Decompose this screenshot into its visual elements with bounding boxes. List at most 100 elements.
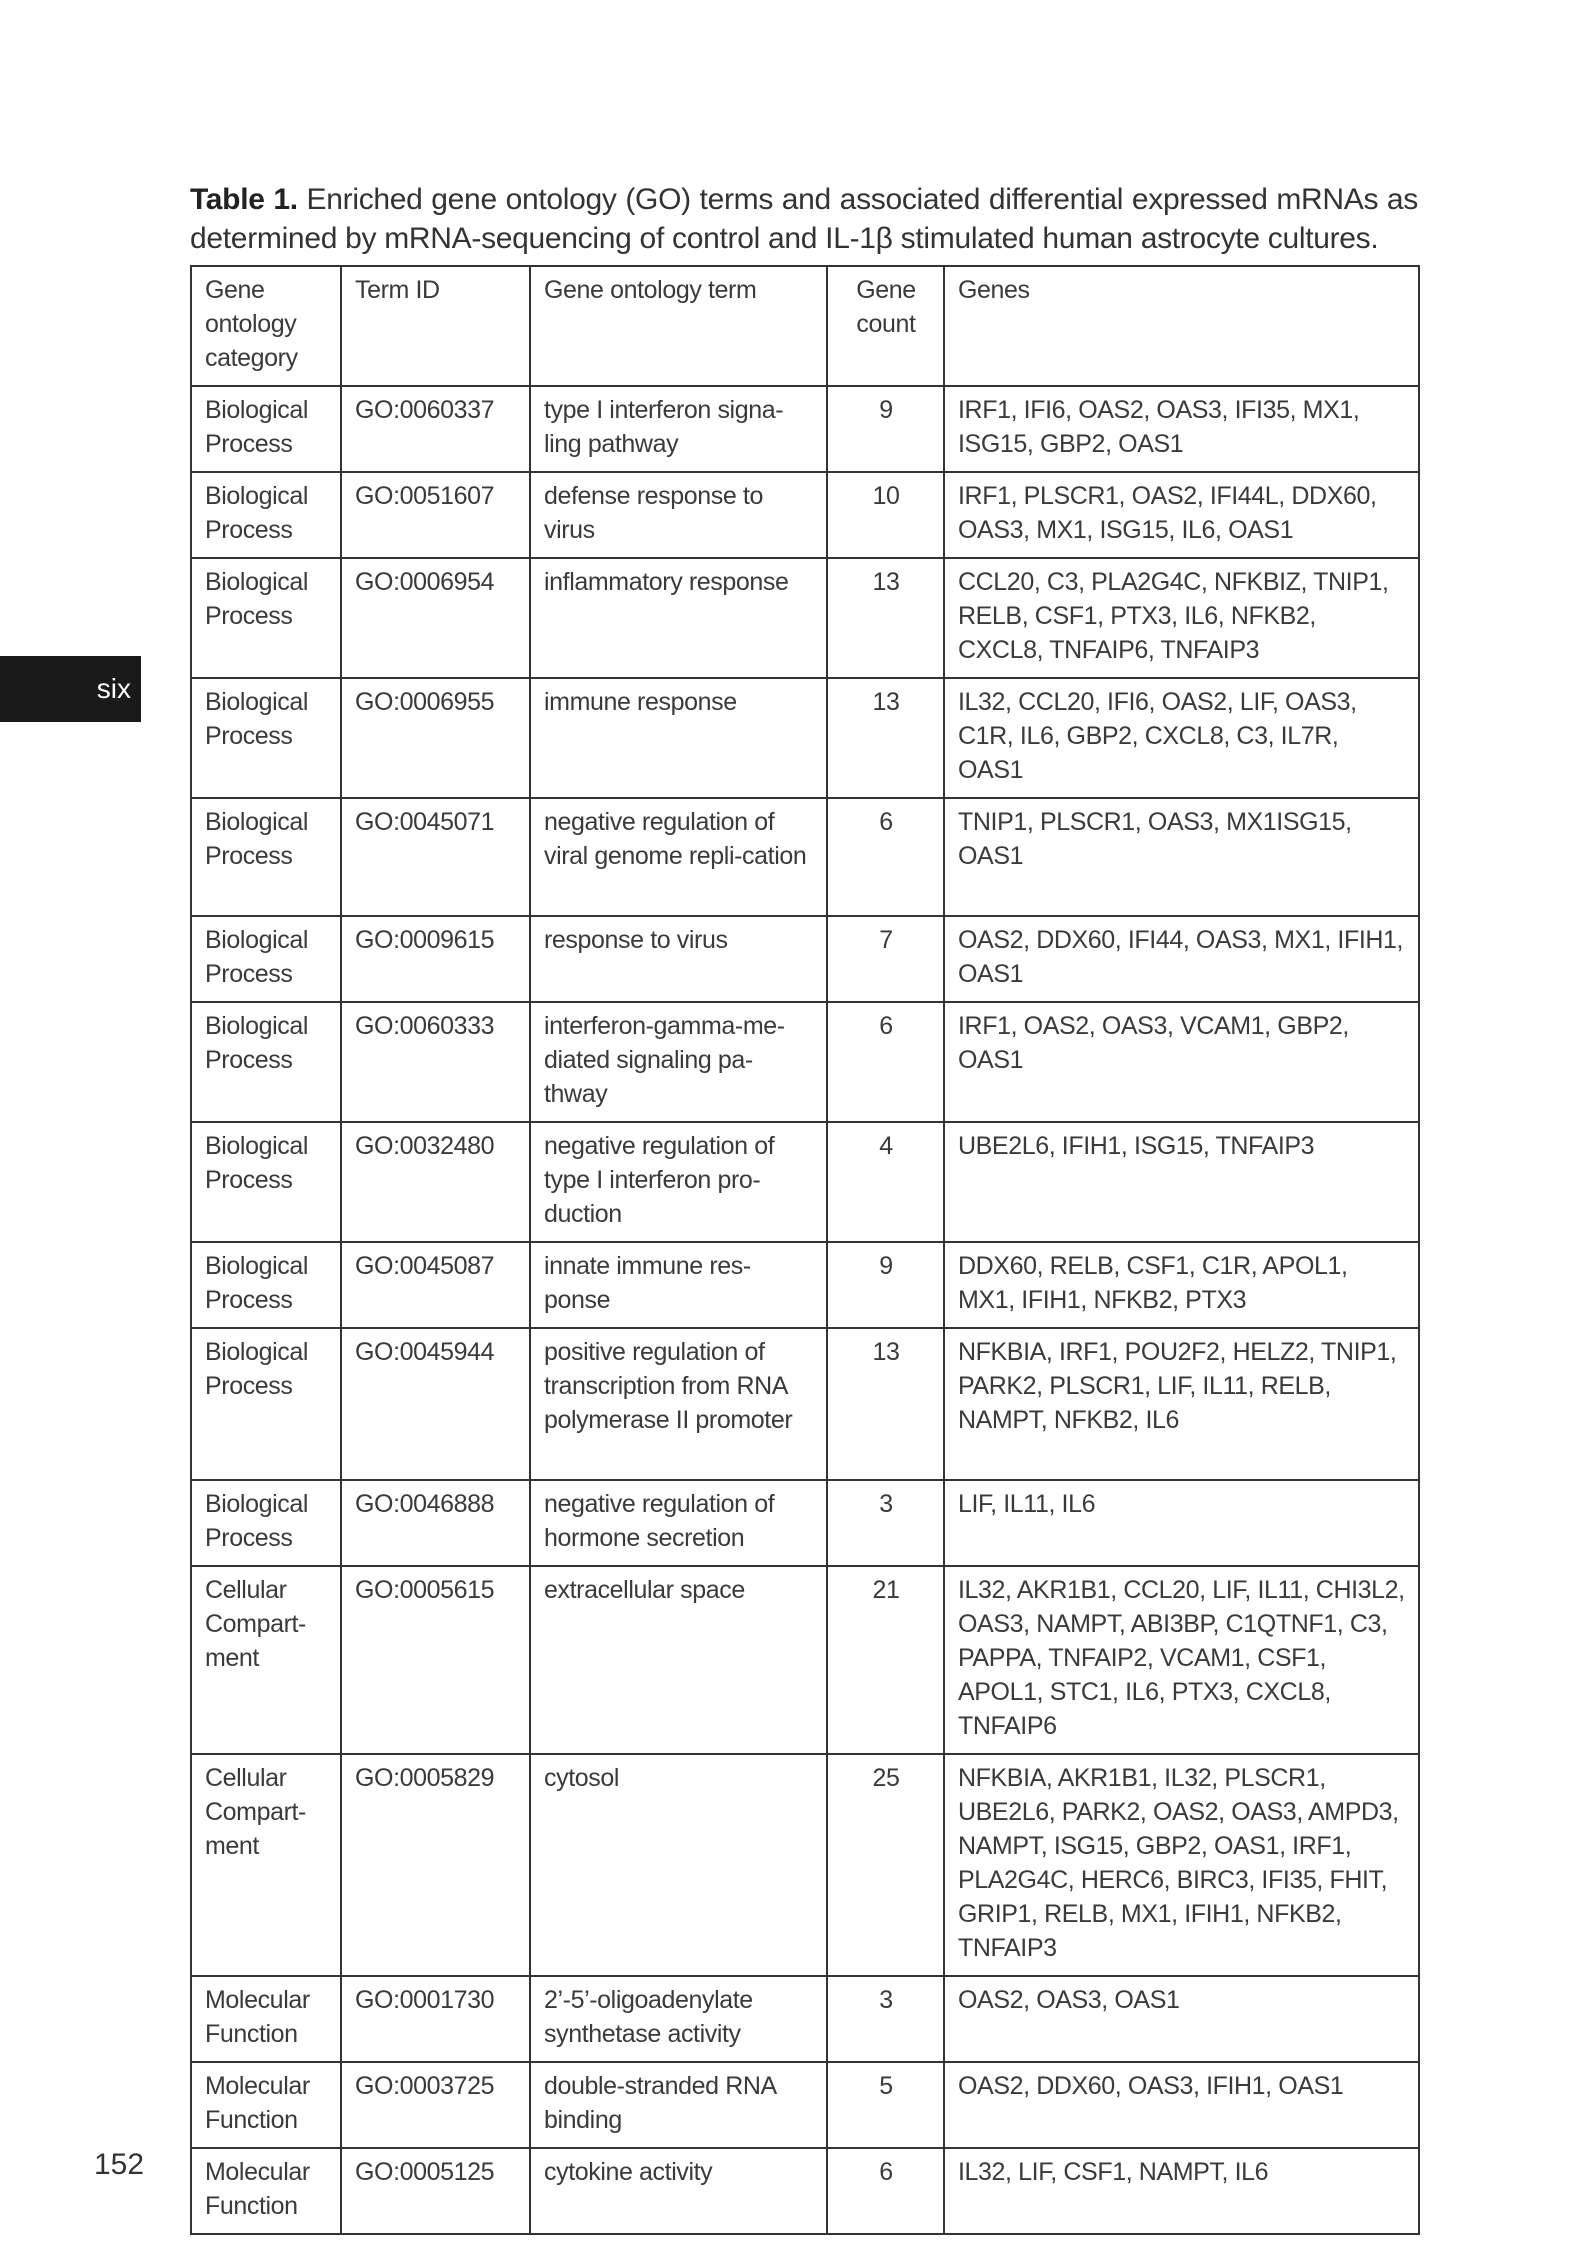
cell-genes: DDX60, RELB, CSF1, C1R, APOL1, MX1, IFIH… [943, 1241, 1420, 1329]
cell-term-id: GO:0060337 [340, 385, 531, 473]
cell-gene-count: 13 [826, 557, 945, 679]
table-row: Biological Process GO:0051607 defense resp… [190, 471, 1420, 559]
cell-category: Molecular Function [190, 2061, 342, 2149]
table-row: Biological Process GO:0006954 inflammatory… [190, 557, 1420, 679]
chapter-tab: six [0, 656, 141, 722]
cell-term: cytokine activity [529, 2147, 828, 2235]
cell-category: Cellular Compart-ment [190, 1753, 342, 1977]
table-row: Biological Process GO:0009615 response to … [190, 915, 1420, 1003]
cell-term: negative regulation of type I interferon… [529, 1121, 828, 1243]
cell-genes: IRF1, PLSCR1, OAS2, IFI44L, DDX60, OAS3,… [943, 471, 1420, 559]
cell-term-id: GO:0006954 [340, 557, 531, 679]
cell-gene-count: 6 [826, 1001, 945, 1123]
cell-category: Biological Process [190, 1121, 342, 1243]
cell-term-id: GO:0045071 [340, 797, 531, 917]
cell-term: interferon-gamma-me-diated signaling pa-… [529, 1001, 828, 1123]
cell-term: immune response [529, 677, 828, 799]
cell-category: Biological Process [190, 1241, 342, 1329]
cell-term-id: GO:0046888 [340, 1479, 531, 1567]
cell-gene-count: 13 [826, 677, 945, 799]
table-row: Biological Process GO:0045944 positive reg… [190, 1327, 1420, 1481]
cell-term: negative regulation of viral genome repl… [529, 797, 828, 917]
cell-term-id: GO:0060333 [340, 1001, 531, 1123]
cell-category: Cellular Compart-ment [190, 1565, 342, 1755]
cell-genes: TNIP1, PLSCR1, OAS3, MX1ISG15, OAS1 [943, 797, 1420, 917]
header-category: Gene ontology category [190, 265, 342, 387]
table-row: Cellular Compart-ment GO:0005615 extracell… [190, 1565, 1420, 1755]
cell-genes: IL32, AKR1B1, CCL20, LIF, IL11, CHI3L2, … [943, 1565, 1420, 1755]
cell-gene-count: 13 [826, 1327, 945, 1481]
cell-genes: UBE2L6, IFIH1, ISG15, TNFAIP3 [943, 1121, 1420, 1243]
cell-gene-count: 9 [826, 385, 945, 473]
table-row: Biological Process GO:0006955 immune respo… [190, 677, 1420, 799]
cell-category: Molecular Function [190, 2147, 342, 2235]
cell-term: defense response to virus [529, 471, 828, 559]
table-row: Molecular Function GO:0001730 2’-5’-oligoa… [190, 1975, 1420, 2063]
cell-term-id: GO:0051607 [340, 471, 531, 559]
cell-term-id: GO:0009615 [340, 915, 531, 1003]
cell-term: double-stranded RNA binding [529, 2061, 828, 2149]
cell-category: Biological Process [190, 1001, 342, 1123]
cell-gene-count: 10 [826, 471, 945, 559]
cell-term-id: GO:0045087 [340, 1241, 531, 1329]
cell-category: Biological Process [190, 471, 342, 559]
cell-term: type I interferon signa-ling pathway [529, 385, 828, 473]
table-header-row: Gene ontology category Term ID Gene onto… [190, 265, 1420, 387]
cell-gene-count: 21 [826, 1565, 945, 1755]
cell-genes: IL32, CCL20, IFI6, OAS2, LIF, OAS3, C1R,… [943, 677, 1420, 799]
cell-term-id: GO:0045944 [340, 1327, 531, 1481]
cell-gene-count: 3 [826, 1975, 945, 2063]
table-row: Cellular Compart-ment GO:0005829 cytosol 25… [190, 1753, 1420, 1977]
cell-gene-count: 3 [826, 1479, 945, 1567]
cell-genes: NFKBIA, AKR1B1, IL32, PLSCR1, UBE2L6, PA… [943, 1753, 1420, 1977]
cell-gene-count: 7 [826, 915, 945, 1003]
cell-term: 2’-5’-oligoadenylate synthetase activity [529, 1975, 828, 2063]
header-term-id: Term ID [340, 265, 531, 387]
cell-category: Biological Process [190, 797, 342, 917]
cell-category: Biological Process [190, 1479, 342, 1567]
cell-term-id: GO:0005615 [340, 1565, 531, 1755]
table-row: Biological Process GO:0046888 negative reg… [190, 1479, 1420, 1567]
table-row: Molecular Function GO:0005125 cytokine act… [190, 2147, 1420, 2235]
cell-category: Biological Process [190, 557, 342, 679]
cell-term-id: GO:0006955 [340, 677, 531, 799]
cell-term-id: GO:0003725 [340, 2061, 531, 2149]
cell-gene-count: 9 [826, 1241, 945, 1329]
cell-term-id: GO:0005829 [340, 1753, 531, 1977]
cell-term: inflammatory response [529, 557, 828, 679]
cell-gene-count: 4 [826, 1121, 945, 1243]
cell-term: positive regulation of transcription fro… [529, 1327, 828, 1481]
cell-genes: NFKBIA, IRF1, POU2F2, HELZ2, TNIP1, PARK… [943, 1327, 1420, 1481]
header-term: Gene ontology term [529, 265, 828, 387]
cell-term-id: GO:0001730 [340, 1975, 531, 2063]
caption-label: Table 1. [190, 183, 298, 216]
cell-gene-count: 6 [826, 2147, 945, 2235]
cell-genes: IRF1, IFI6, OAS2, OAS3, IFI35, MX1, ISG1… [943, 385, 1420, 473]
page-number: 152 [94, 2148, 145, 2181]
header-genes: Genes [943, 265, 1420, 387]
cell-category: Biological Process [190, 1327, 342, 1481]
cell-genes: IL32, LIF, CSF1, NAMPT, IL6 [943, 2147, 1420, 2235]
cell-gene-count: 6 [826, 797, 945, 917]
cell-genes: CCL20, C3, PLA2G4C, NFKBIZ, TNIP1, RELB,… [943, 557, 1420, 679]
table-row: Biological Process GO:0060337 type I inter… [190, 385, 1420, 473]
caption-text: Enriched gene ontology (GO) terms and as… [190, 183, 1418, 255]
cell-genes: OAS2, OAS3, OAS1 [943, 1975, 1420, 2063]
cell-genes: IRF1, OAS2, OAS3, VCAM1, GBP2, OAS1 [943, 1001, 1420, 1123]
cell-genes: LIF, IL11, IL6 [943, 1479, 1420, 1567]
cell-term-id: GO:0032480 [340, 1121, 531, 1243]
cell-term: extracellular space [529, 1565, 828, 1755]
table-row: Molecular Function GO:0003725 double-stran… [190, 2061, 1420, 2149]
cell-term-id: GO:0005125 [340, 2147, 531, 2235]
cell-term: cytosol [529, 1753, 828, 1977]
cell-genes: OAS2, DDX60, IFI44, OAS3, MX1, IFIH1, OA… [943, 915, 1420, 1003]
cell-category: Molecular Function [190, 1975, 342, 2063]
table-row: Biological Process GO:0045071 negative reg… [190, 797, 1420, 917]
cell-term: negative regulation of hormone secretion [529, 1479, 828, 1567]
cell-category: Biological Process [190, 915, 342, 1003]
cell-category: Biological Process [190, 385, 342, 473]
cell-gene-count: 25 [826, 1753, 945, 1977]
table-row: Biological Process GO:0045087 innate immun… [190, 1241, 1420, 1329]
cell-genes: OAS2, DDX60, OAS3, IFIH1, OAS1 [943, 2061, 1420, 2149]
go-terms-table: Gene ontology category Term ID Gene onto… [190, 265, 1420, 2235]
